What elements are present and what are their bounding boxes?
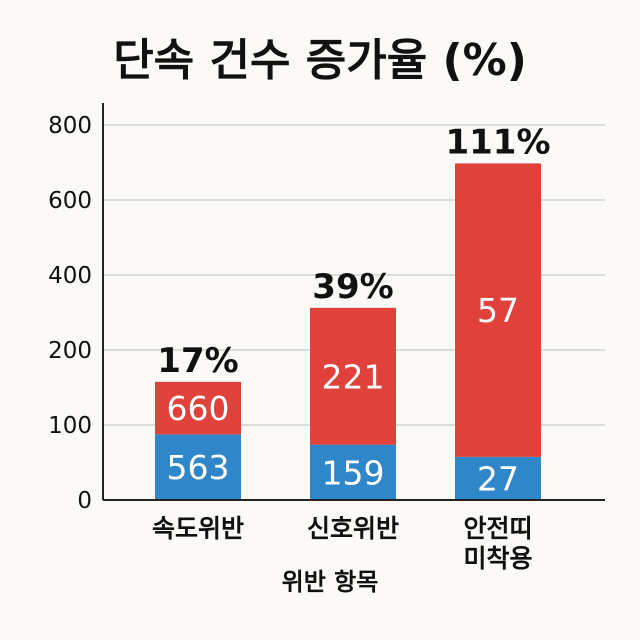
bar-segment-3-1 xyxy=(455,456,541,500)
bar-value-label-2-1: 159 xyxy=(322,453,385,492)
bar-value-label-1-2: 660 xyxy=(167,389,230,428)
growth-rate-label-3: 111% xyxy=(445,122,550,162)
category-label-1: 속도위반 xyxy=(152,514,244,543)
bar-value-label-3-1: 27 xyxy=(477,459,519,498)
x-axis-title: 위반 항목 xyxy=(282,568,379,596)
bar-segment-2-2 xyxy=(310,307,396,445)
bars xyxy=(155,163,541,500)
bar-value-label-1-1: 563 xyxy=(167,448,230,487)
bar-value-label-2-2: 221 xyxy=(322,357,385,396)
category-label-3-line1: 안전띠 xyxy=(463,514,532,543)
growth-rate-label-1: 17% xyxy=(157,341,238,381)
y-tick-label-400: 400 xyxy=(48,263,92,289)
y-tick-labels: 0 100 200 400 600 800 xyxy=(48,113,92,514)
bar-segment-2-1 xyxy=(310,444,396,500)
y-tick-label-200: 200 xyxy=(48,338,92,364)
growth-rate-label-2: 39% xyxy=(312,267,393,307)
bar-value-label-3-2: 57 xyxy=(477,291,519,330)
bar-segment-1-1 xyxy=(155,434,241,500)
y-tick-label-600: 600 xyxy=(48,188,92,214)
y-tick-label-100: 100 xyxy=(48,413,92,439)
category-label-2: 신호위반 xyxy=(307,514,399,543)
y-tick-label-800: 800 xyxy=(48,113,92,139)
y-tick-label-0: 0 xyxy=(77,488,92,514)
bar-segment-1-2 xyxy=(155,381,241,435)
bar-segment-3-2 xyxy=(455,163,541,457)
chart-title: 단속 건수 증가율 (%) xyxy=(113,35,527,86)
bar-labels: 563 660 17% 159 221 39% 27 57 111% xyxy=(157,122,550,498)
category-label-3-line2: 미착용 xyxy=(463,544,532,573)
